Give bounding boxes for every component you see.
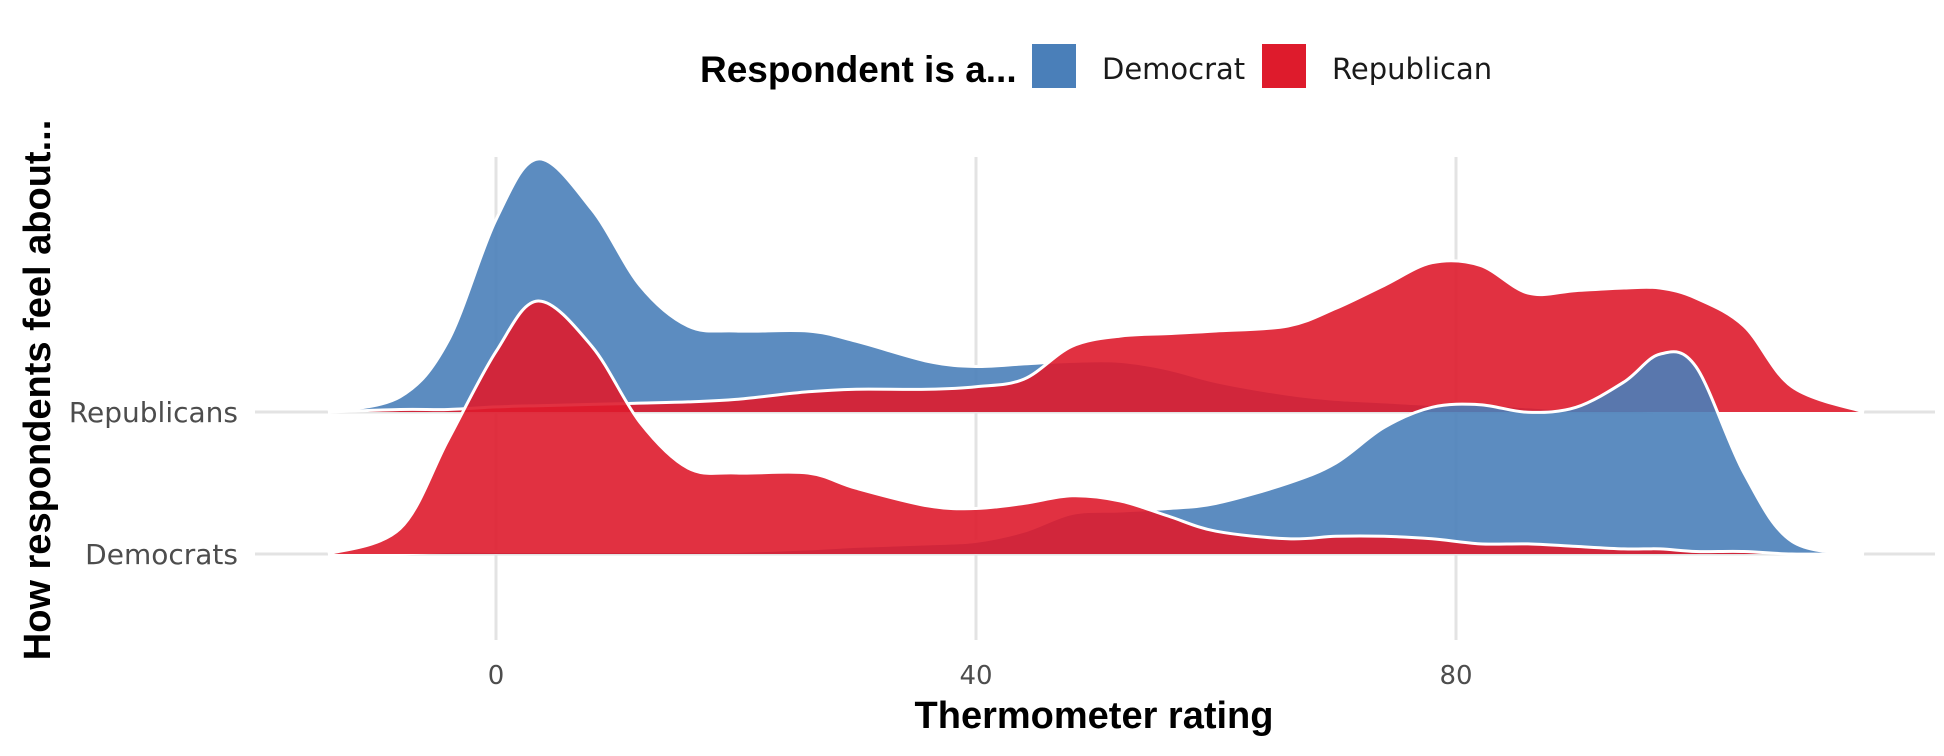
x-axis-ticks: 0 40 80 bbox=[488, 661, 1473, 691]
x-axis-title: Thermometer rating bbox=[915, 695, 1274, 737]
x-tick-label: 80 bbox=[1439, 661, 1472, 691]
category-label: Democrats bbox=[85, 538, 238, 571]
density-ridges bbox=[327, 157, 1865, 556]
legend-label-republican: Republican bbox=[1332, 52, 1492, 86]
x-tick-label: 40 bbox=[959, 661, 992, 691]
legend-title: Respondent is a... bbox=[700, 49, 1017, 90]
density-area-republicans-republican bbox=[328, 260, 1864, 412]
category-label: Republicans bbox=[69, 396, 238, 429]
density-area-democrats-democrat bbox=[328, 351, 1864, 555]
density-area-democrats-republican bbox=[328, 300, 1864, 555]
legend: Respondent is a... Democrat Republican bbox=[700, 44, 1492, 90]
legend-swatch-democrat bbox=[1032, 44, 1076, 88]
density-outline-democrats-republican bbox=[327, 299, 1865, 556]
y-axis-categories: Democrats Republicans bbox=[69, 396, 238, 571]
y-axis-title: How respondents feel about... bbox=[17, 120, 59, 661]
legend-label-democrat: Democrat bbox=[1102, 52, 1245, 86]
x-tick-label: 0 bbox=[488, 661, 505, 691]
legend-swatch-republican bbox=[1262, 44, 1306, 88]
density-area-republicans-democrat bbox=[328, 158, 1864, 413]
